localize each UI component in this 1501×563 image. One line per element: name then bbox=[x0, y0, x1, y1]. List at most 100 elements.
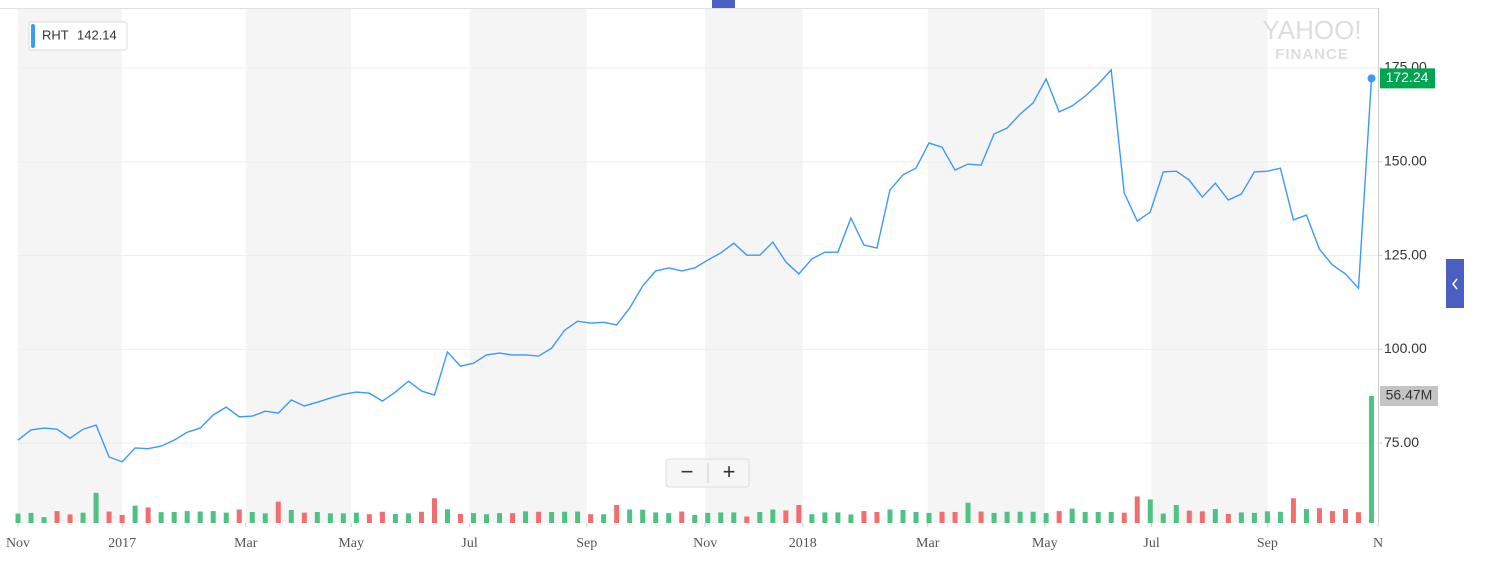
x-tick-label: Sep bbox=[576, 536, 597, 551]
volume-bar bbox=[900, 509, 906, 523]
x-tick-label: N bbox=[1373, 536, 1383, 551]
volume-bar bbox=[1264, 511, 1270, 523]
volume-bar bbox=[939, 511, 945, 523]
volume-bar bbox=[288, 509, 294, 523]
volume-bar bbox=[991, 512, 997, 523]
volume-bar bbox=[601, 514, 607, 523]
price-line bbox=[17, 68, 1373, 463]
volume-bar bbox=[1017, 511, 1023, 523]
volume-bar bbox=[301, 512, 307, 523]
period-band bbox=[705, 9, 803, 523]
volume-bar bbox=[718, 512, 724, 523]
volume-bar bbox=[327, 513, 333, 523]
volume-bar bbox=[210, 511, 216, 523]
volume-bar bbox=[431, 498, 437, 523]
volume-bar bbox=[418, 511, 424, 523]
volume-bar bbox=[1290, 498, 1296, 523]
volume-bar bbox=[965, 502, 971, 523]
volume-bar bbox=[1043, 513, 1049, 523]
volume-bar bbox=[314, 511, 320, 523]
x-tick-label: 2017 bbox=[108, 536, 136, 551]
volume-bar bbox=[171, 511, 177, 523]
volume-bar bbox=[54, 511, 60, 523]
volume-bar bbox=[809, 514, 815, 523]
y-tick-label: 100.00 bbox=[1384, 340, 1427, 356]
watermark: FINANCE bbox=[1275, 46, 1349, 63]
last-price-box bbox=[1380, 68, 1435, 89]
volume-bar bbox=[1316, 508, 1322, 523]
last-price-label: 172.24 bbox=[1386, 69, 1429, 85]
zoom-out[interactable]: − bbox=[681, 459, 694, 484]
volume-bar bbox=[770, 509, 776, 523]
volume-bar bbox=[93, 492, 99, 523]
legend: RHT 142.14 bbox=[28, 21, 128, 51]
x-tick-label: Jul bbox=[461, 536, 477, 551]
volume-bar bbox=[1251, 512, 1257, 523]
volume-bar bbox=[874, 511, 880, 523]
volume-bar bbox=[588, 514, 594, 523]
zoom-controls: − + bbox=[665, 458, 750, 488]
x-tick-label: May bbox=[1032, 536, 1058, 551]
volume-bar bbox=[1121, 512, 1127, 523]
volume-bar bbox=[1225, 514, 1231, 523]
volume-bar bbox=[379, 511, 385, 523]
volume-bar bbox=[471, 513, 477, 523]
volume-bar bbox=[835, 512, 841, 523]
volume-bar bbox=[1277, 511, 1283, 523]
volume-bar bbox=[536, 511, 542, 523]
volume-bar bbox=[158, 512, 164, 523]
volume-bar bbox=[1173, 505, 1179, 523]
volume-bar bbox=[80, 512, 86, 523]
volume-bar bbox=[106, 511, 112, 523]
volume-bar bbox=[1147, 499, 1153, 523]
volume-bar bbox=[145, 507, 151, 523]
volume-bar bbox=[549, 511, 555, 523]
volume-bar bbox=[1030, 511, 1036, 523]
y-tick-label: 125.00 bbox=[1384, 246, 1427, 262]
volume-bar bbox=[1082, 511, 1088, 523]
volume-bar bbox=[41, 517, 47, 523]
x-tick-label: 2018 bbox=[789, 536, 817, 551]
volume-bar bbox=[744, 516, 750, 523]
volume-bar bbox=[796, 505, 802, 523]
volume-bar bbox=[562, 511, 568, 523]
volume-bar bbox=[913, 511, 919, 523]
top-tab[interactable] bbox=[712, 0, 735, 8]
volume-bar bbox=[1329, 511, 1335, 523]
volume-bar bbox=[1108, 511, 1114, 523]
collapse-button[interactable] bbox=[1446, 259, 1464, 308]
x-tick-label: Sep bbox=[1257, 536, 1278, 551]
volume-bar bbox=[484, 514, 490, 523]
volume-label: 56.47M bbox=[1386, 387, 1433, 403]
volume-bar bbox=[510, 513, 516, 523]
volume-bar bbox=[848, 514, 854, 523]
volume-bar bbox=[405, 513, 411, 523]
volume-bar bbox=[692, 514, 698, 523]
volume-bar bbox=[1160, 513, 1166, 523]
volume-bar bbox=[392, 514, 398, 523]
period-band bbox=[18, 9, 123, 523]
x-tick-label: Mar bbox=[234, 536, 258, 551]
x-tick-label: Nov bbox=[693, 536, 717, 551]
volume-bar bbox=[614, 505, 620, 523]
period-band bbox=[927, 9, 1045, 523]
y-tick-label: 150.00 bbox=[1384, 152, 1427, 168]
zoom-in[interactable]: + bbox=[723, 459, 736, 484]
volume-bar bbox=[366, 514, 372, 523]
volume-bar bbox=[1238, 512, 1244, 523]
volume-bar bbox=[1212, 509, 1218, 523]
volume-bar bbox=[1199, 511, 1205, 523]
volume-bar bbox=[249, 511, 255, 523]
volume-bar bbox=[197, 511, 203, 523]
volume-bar bbox=[184, 511, 190, 523]
volume-bar bbox=[262, 513, 268, 523]
period-band bbox=[245, 9, 352, 523]
volume-bar bbox=[1342, 509, 1348, 523]
volume-bar bbox=[1355, 512, 1361, 523]
period-band bbox=[1151, 9, 1268, 523]
volume-bar bbox=[236, 509, 242, 523]
volume-bar bbox=[731, 512, 737, 523]
volume-bar bbox=[1134, 496, 1140, 523]
volume-bar bbox=[340, 513, 346, 523]
collapse-bg[interactable] bbox=[1446, 259, 1464, 308]
